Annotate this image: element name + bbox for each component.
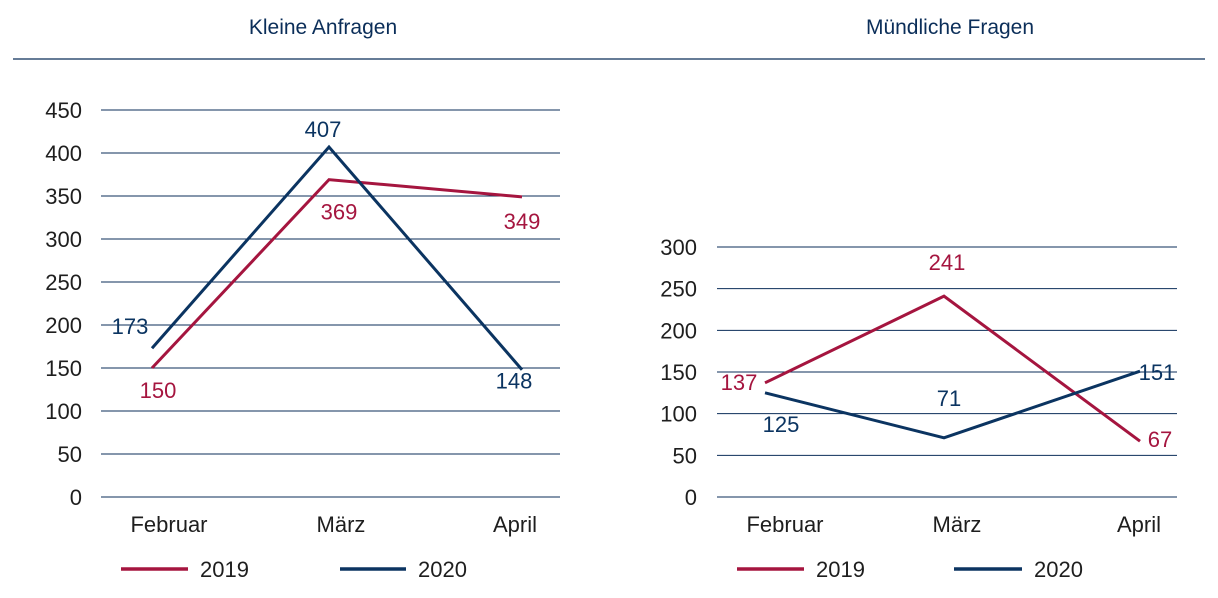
- chart-2: Mündliche Fragen 0 50 100 150 200 250 300 Februa…: [660, 16, 1177, 582]
- data-label: 150: [140, 378, 177, 403]
- y-tick-label: 50: [673, 443, 697, 468]
- y-tick-label: 350: [45, 184, 82, 209]
- data-label: 71: [937, 386, 961, 411]
- y-tick-label: 50: [58, 442, 82, 467]
- y-tick-label: 100: [45, 399, 82, 424]
- y-tick-label: 200: [45, 313, 82, 338]
- y-tick-label: 100: [660, 402, 697, 427]
- y-tick-label: 150: [45, 356, 82, 381]
- y-tick-label: 0: [70, 485, 82, 510]
- data-label: 137: [721, 370, 758, 395]
- chart-title: Kleine Anfragen: [249, 16, 397, 39]
- data-label: 407: [305, 117, 342, 142]
- y-tick-label: 300: [45, 227, 82, 252]
- legend-label: 2019: [200, 557, 249, 582]
- y-tick-label: 0: [685, 485, 697, 510]
- data-label: 148: [496, 369, 533, 394]
- x-tick-label: Februar: [746, 512, 823, 537]
- series-line-2020: [764, 369, 1141, 440]
- y-tick-label: 300: [660, 235, 697, 260]
- x-tick-label: Februar: [130, 512, 207, 537]
- data-label: 67: [1148, 427, 1172, 452]
- legend-label: 2019: [816, 557, 865, 582]
- x-tick-label: April: [1117, 512, 1161, 537]
- x-tick-label: März: [317, 512, 366, 537]
- legend-label: 2020: [418, 557, 467, 582]
- charts-group: Kleine Anfragen 0 50 100 150 200 250 300 350 400 4…: [45, 16, 1177, 582]
- series-line-2019: [764, 294, 1141, 443]
- series-line-2020: [150, 144, 524, 371]
- x-tick-label: April: [493, 512, 537, 537]
- data-label: 151: [1139, 360, 1176, 385]
- legend-label: 2020: [1034, 557, 1083, 582]
- chart-1: Kleine Anfragen 0 50 100 150 200 250 300 350 400 4…: [45, 16, 560, 582]
- y-tick-label: 250: [45, 270, 82, 295]
- y-tick-label: 150: [660, 360, 697, 385]
- data-label: 349: [504, 209, 541, 234]
- series-line-2019: [150, 178, 523, 370]
- x-tick-label: März: [933, 512, 982, 537]
- chart-title: Mündliche Fragen: [866, 16, 1034, 39]
- y-tick-label: 250: [660, 277, 697, 302]
- data-label: 125: [763, 412, 800, 437]
- y-tick-label: 200: [660, 318, 697, 343]
- data-label: 369: [321, 200, 358, 225]
- y-tick-label: 400: [45, 141, 82, 166]
- data-label: 241: [929, 250, 966, 275]
- y-tick-label: 450: [45, 98, 82, 123]
- data-label: 173: [112, 314, 149, 339]
